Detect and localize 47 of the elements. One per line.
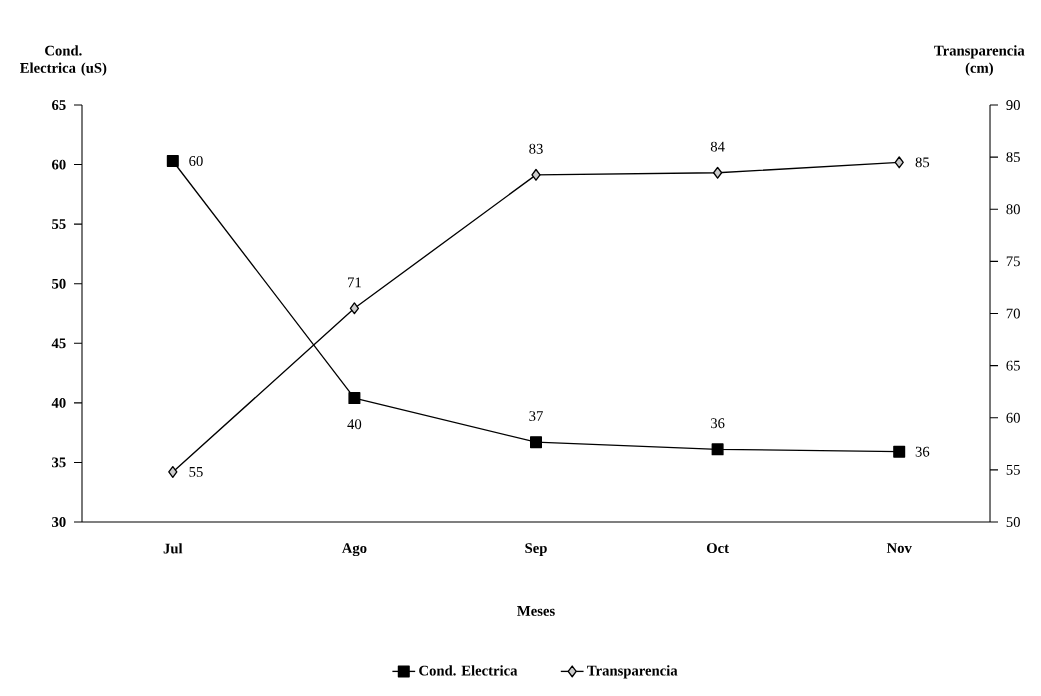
data-label: 71 [348,277,361,288]
point [166,154,179,167]
y2-tick-label: 75 [1006,256,1020,267]
data-label: 37 [529,411,543,422]
legend-label: Cond. Electrica [419,665,518,676]
data-label: 36 [915,446,930,457]
point [711,443,724,456]
data-label: 36 [710,418,725,429]
y2-tick-label: 65 [1006,360,1020,371]
x-tick-label: Ago [341,543,367,557]
data-label: 84 [710,141,725,152]
y2-tick-label: 50 [1006,517,1020,527]
data-label: 55 [189,467,203,477]
y2-tick-label: 55 [1006,465,1020,475]
y-tick-label: 65 [52,100,66,110]
y-tick-label: 45 [51,338,66,349]
data-label: 40 [347,419,362,430]
legend-label: Transparencia [587,665,678,679]
data-label: 85 [915,157,930,168]
point [530,436,543,449]
y-axis-title: Cond. Electrica (uS) [20,45,107,76]
x-axis-title: Meses [517,606,555,616]
data-label: 60 [189,156,203,166]
y2-tick-label: 70 [1006,308,1020,319]
y-tick-label: 35 [52,457,66,468]
x-tick-label: Sep [525,543,547,556]
y2-tick-label: 80 [1006,204,1020,215]
y-tick-label: 50 [52,278,66,289]
y-tick-label: 60 [52,159,66,170]
y2-tick-label: 85 [1006,152,1020,163]
y-tick-label: 40 [51,397,66,408]
y-tick-label: 55 [52,219,66,230]
data-label: 83 [529,143,543,154]
point [894,156,904,169]
x-tick-label: Nov [886,543,912,553]
point [348,392,361,405]
point [168,465,178,478]
y-tick-label: 30 [52,517,66,527]
point [712,166,723,179]
y2-tick-label: 60 [1006,412,1020,423]
x-tick-label: Jul [163,543,183,554]
point [531,168,541,181]
y2-tick-label: 90 [1006,100,1020,110]
x-tick-label: Oct [706,543,729,554]
point [349,302,360,315]
y2-axis-title: Transparencia (cm) [934,45,1025,76]
point [893,445,906,458]
